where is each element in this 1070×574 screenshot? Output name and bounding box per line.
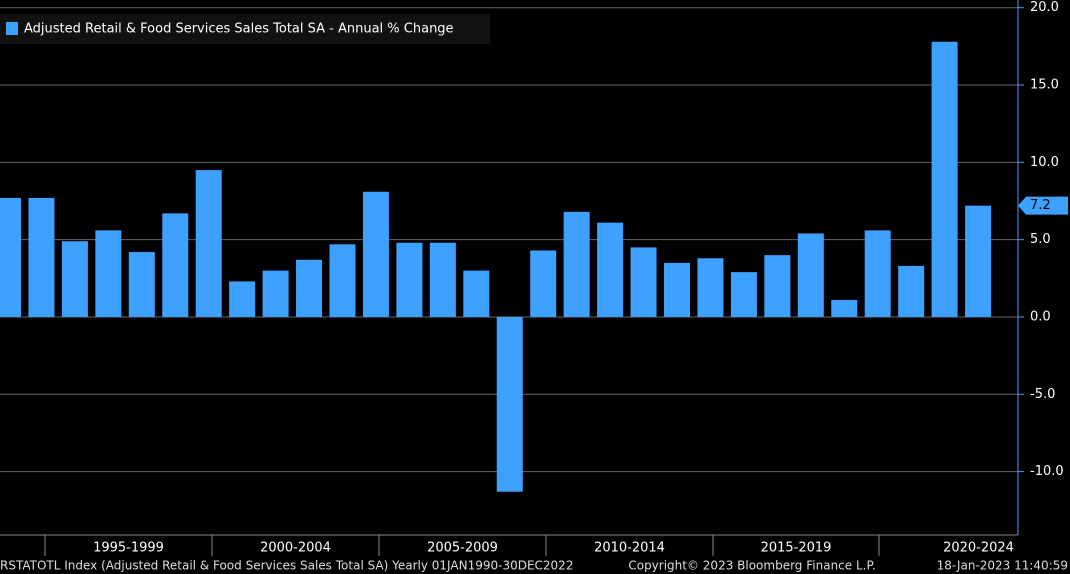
bar	[898, 265, 925, 317]
bar	[797, 233, 824, 317]
bar	[0, 197, 21, 317]
bar	[195, 170, 222, 317]
bar	[463, 270, 490, 317]
last-value-label: 7.2	[1030, 198, 1051, 213]
legend-label: Adjusted Retail & Food Services Sales To…	[24, 22, 454, 37]
y-tick-label: 15.0	[1030, 78, 1059, 93]
bar	[864, 230, 891, 317]
x-group-label: 2005-2009	[427, 541, 498, 556]
y-tick-label: 0.0	[1030, 309, 1051, 324]
x-group-label: 2020-2024	[943, 541, 1014, 556]
bar	[630, 247, 657, 317]
bar	[931, 41, 958, 317]
x-group-label: 1995-1999	[93, 541, 164, 556]
bar	[229, 281, 256, 317]
x-group-label: 2010-2014	[594, 541, 665, 556]
bar	[296, 259, 323, 317]
bar	[329, 244, 356, 317]
y-tick-label: 20.0	[1030, 0, 1059, 15]
bar	[429, 242, 456, 317]
bar	[730, 272, 757, 317]
last-value-tag	[1018, 196, 1068, 215]
bar	[831, 299, 858, 317]
bar	[697, 258, 724, 317]
bar	[496, 316, 523, 492]
footer-right: 18-Jan-2023 11:40:59	[937, 559, 1068, 573]
y-tick-label: 5.0	[1030, 232, 1051, 247]
x-group-label: 2000-2004	[260, 541, 331, 556]
bar	[965, 205, 992, 317]
x-group-label: 2015-2019	[761, 541, 832, 556]
bar	[162, 213, 189, 317]
y-tick-label: -5.0	[1030, 387, 1055, 402]
bar	[530, 250, 557, 317]
bar	[95, 230, 122, 317]
bar	[597, 222, 624, 317]
y-tick-label: 10.0	[1030, 155, 1059, 170]
bar	[563, 211, 590, 317]
bar	[362, 191, 389, 317]
bar	[28, 197, 55, 317]
bar	[764, 255, 791, 317]
legend-box	[0, 14, 490, 44]
bar	[61, 241, 88, 317]
bar	[396, 242, 423, 317]
footer-left: RSTATOTL Index (Adjusted Retail & Food S…	[0, 559, 573, 573]
legend-swatch	[6, 22, 18, 35]
footer-center: Copyright© 2023 Bloomberg Finance L.P.	[628, 559, 875, 573]
bar	[128, 252, 155, 317]
bar	[262, 270, 289, 317]
bar	[664, 262, 690, 317]
y-tick-label: -10.0	[1030, 464, 1064, 479]
